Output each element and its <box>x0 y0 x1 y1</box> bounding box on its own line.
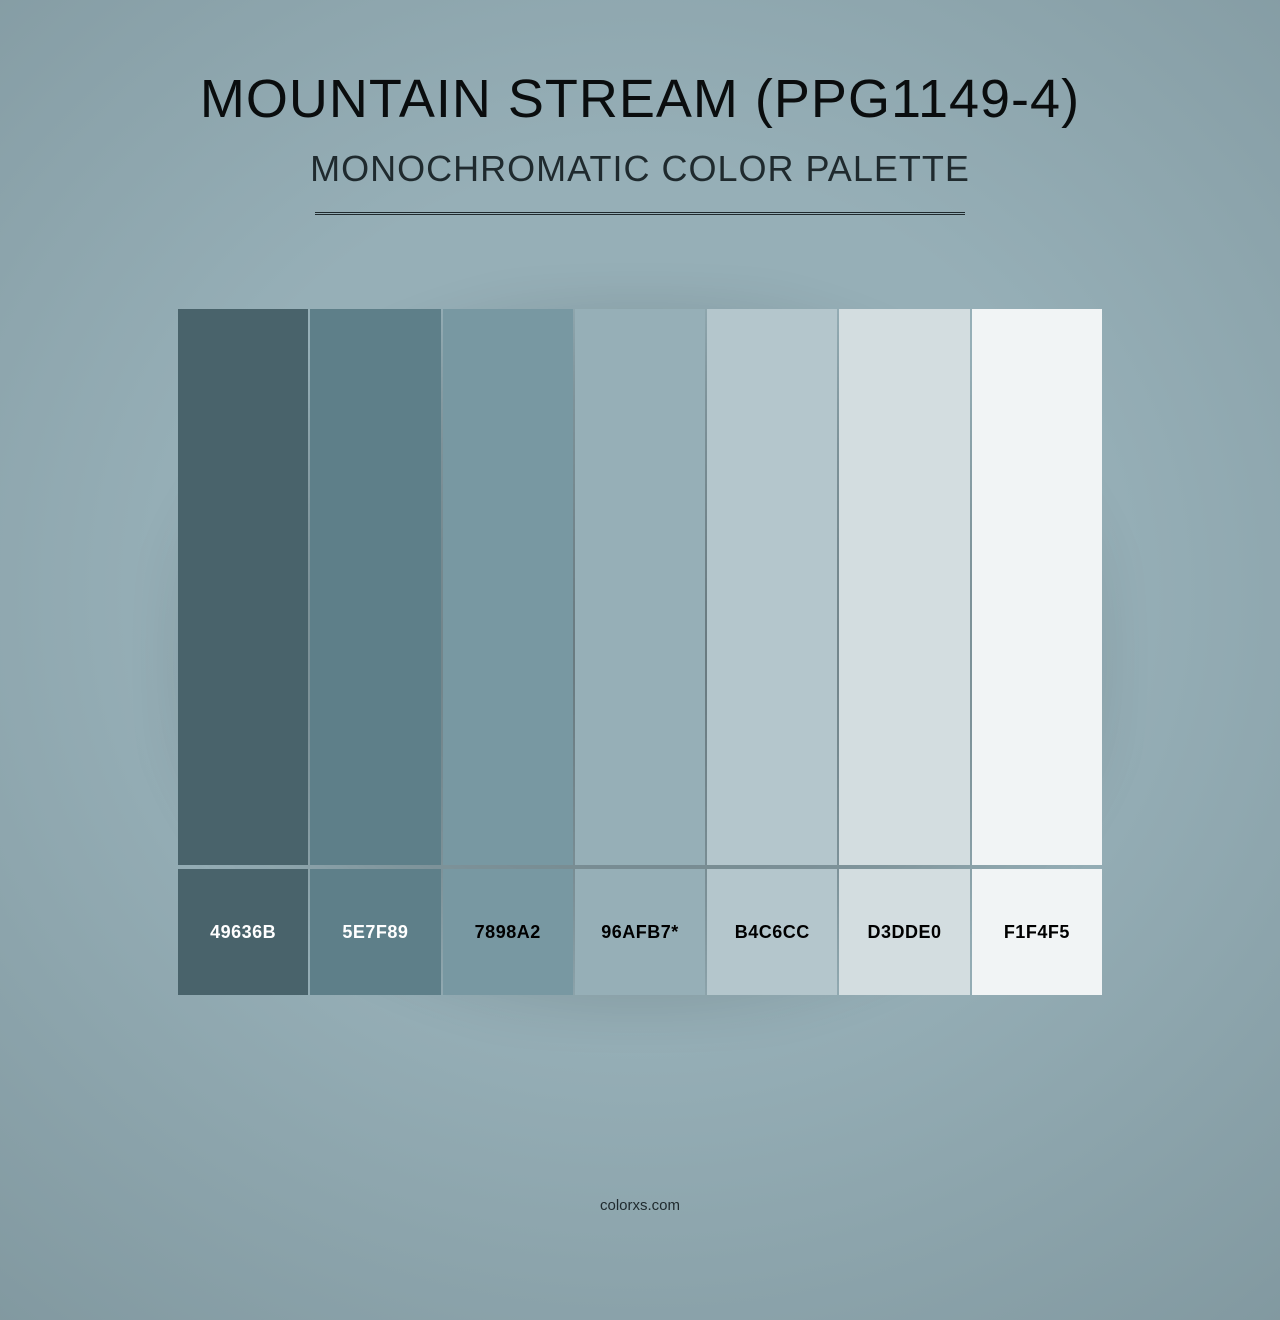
palette-container: 49636B 5E7F89 7898A2 96AFB7* B4C6CC D3DDE0 F1F… <box>178 309 1102 995</box>
swatch-column: B4C6CC <box>707 309 837 995</box>
swatch-column: 49636B <box>178 309 308 995</box>
page-content: MOUNTAIN STREAM (PPG1149-4) MONOCHROMATI… <box>0 0 1280 1320</box>
swatch-hex-label: D3DDE0 <box>868 922 942 943</box>
swatch-hex-label: B4C6CC <box>735 922 810 943</box>
swatch-hex-label: 5E7F89 <box>342 922 408 943</box>
color-swatch[interactable] <box>178 309 308 865</box>
footer-attribution: colorxs.com <box>0 1197 1280 1214</box>
color-swatch[interactable] <box>575 309 705 865</box>
swatch-column: 5E7F89 <box>310 309 440 995</box>
color-swatch-label-cell[interactable]: 7898A2 <box>443 869 573 995</box>
color-swatch-label-cell[interactable]: B4C6CC <box>707 869 837 995</box>
swatch-column: 96AFB7* <box>575 309 705 995</box>
color-swatch[interactable] <box>972 309 1102 865</box>
color-palette: 49636B 5E7F89 7898A2 96AFB7* B4C6CC D3DDE0 F1F… <box>178 309 1102 995</box>
color-swatch[interactable] <box>707 309 837 865</box>
swatch-column: F1F4F5 <box>972 309 1102 995</box>
color-swatch-label-cell[interactable]: 49636B <box>178 869 308 995</box>
color-swatch[interactable] <box>310 309 440 865</box>
color-swatch-label-cell[interactable]: 5E7F89 <box>310 869 440 995</box>
page-subtitle: MONOCHROMATIC COLOR PALETTE <box>310 148 970 190</box>
swatch-hex-label: 96AFB7* <box>601 922 679 943</box>
swatch-column: 7898A2 <box>443 309 573 995</box>
swatch-hex-label: 49636B <box>210 922 276 943</box>
color-swatch-label-cell[interactable]: F1F4F5 <box>972 869 1102 995</box>
swatch-hex-label: 7898A2 <box>475 922 541 943</box>
divider-rule <box>315 212 965 215</box>
page-title: MOUNTAIN STREAM (PPG1149-4) <box>200 68 1080 130</box>
color-swatch-label-cell[interactable]: D3DDE0 <box>839 869 969 995</box>
swatch-hex-label: F1F4F5 <box>1004 922 1070 943</box>
swatch-column: D3DDE0 <box>839 309 969 995</box>
color-swatch[interactable] <box>443 309 573 865</box>
color-swatch[interactable] <box>839 309 969 865</box>
color-swatch-label-cell[interactable]: 96AFB7* <box>575 869 705 995</box>
